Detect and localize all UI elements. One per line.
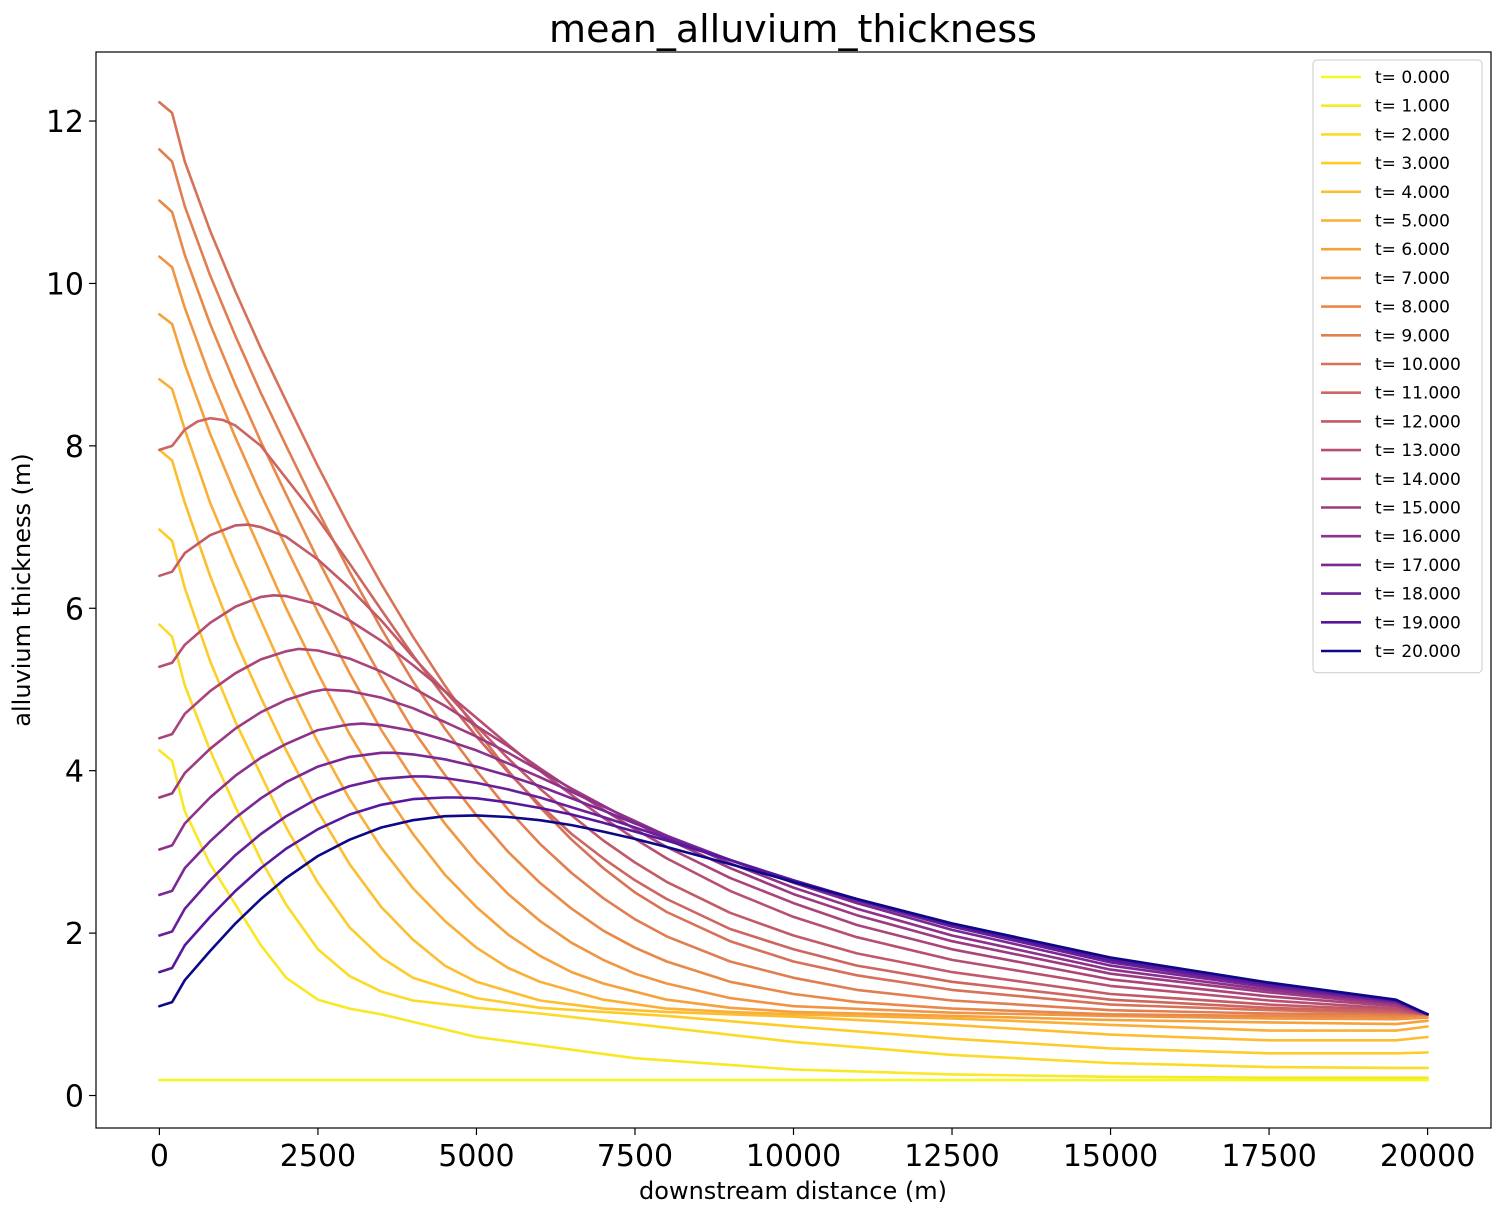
legend-entry-label: t= 20.000 [1375,642,1461,662]
legend-entry-label: t= 16.000 [1375,527,1461,547]
legend-entry-label: t= 9.000 [1375,326,1450,346]
series-line-12 [158,523,1429,1016]
y-axis: 0 2 4 6 8 10 12 [46,105,96,1115]
series-line-16 [158,722,1429,1016]
legend-entry-label: t= 13.000 [1375,441,1461,461]
legend-entry-label: t= 2.000 [1375,125,1450,145]
legend-entry-label: t= 3.000 [1375,154,1450,174]
series-line-4 [158,448,1429,1042]
legend-entry-label: t= 7.000 [1375,269,1450,289]
legend-entry-label: t= 4.000 [1375,183,1450,203]
y-tick-label: 8 [65,430,84,465]
legend-entry-label: t= 14.000 [1375,470,1461,490]
legend: t= 0.000 t= 1.000 t= 2.000 t= 3.000 t= 4.000… [1312,59,1483,674]
x-tick-label: 17500 [1221,1139,1316,1174]
legend-entry-label: t= 11.000 [1375,384,1461,404]
x-axis: 0 2500 5000 7500 10000 12500 15000 17500 20000 [150,1128,1475,1174]
legend-entry-label: t= 17.000 [1375,556,1461,576]
y-axis-title: alluvium thickness (m) [8,453,36,726]
series-line-9 [158,148,1429,1016]
series-line-17 [158,751,1429,1016]
x-tick-label: 0 [150,1139,169,1174]
series-line-18 [158,775,1429,1016]
x-tick-label: 2500 [280,1139,356,1174]
legend-entry-label: t= 1.000 [1375,97,1450,117]
y-tick-label: 2 [65,917,84,952]
x-axis-title: downstream distance (m) [639,1177,947,1205]
x-tick-label: 15000 [1063,1139,1158,1174]
x-tick-label: 12500 [904,1139,999,1174]
series-line-6 [158,312,1429,1026]
legend-entry-label: t= 6.000 [1375,240,1450,260]
legend-entry-label: t= 10.000 [1375,355,1461,375]
series-line-14 [158,647,1429,1016]
series-line-15 [158,688,1429,1016]
legend-entry-label: t= 12.000 [1375,412,1461,432]
series-line-8 [158,199,1429,1019]
series-line-1 [158,749,1429,1079]
legend-box [1312,59,1483,674]
legend-entry-label: t= 8.000 [1375,298,1450,318]
series-line-5 [158,377,1429,1032]
legend-entry-label: t= 5.000 [1375,212,1450,232]
legend-entry-label: t= 0.000 [1375,68,1450,88]
chart-title: mean_alluvium_thickness [549,7,1037,51]
series-line-2 [158,623,1429,1070]
x-tick-label: 5000 [438,1139,514,1174]
x-tick-label: 10000 [746,1139,841,1174]
y-tick-label: 0 [65,1080,84,1115]
series-line-3 [158,528,1429,1055]
legend-entry-label: t= 18.000 [1375,585,1461,605]
legend-entry-label: t= 19.000 [1375,613,1461,633]
y-tick-label: 10 [46,267,84,302]
y-tick-label: 6 [65,592,84,627]
y-tick-label: 4 [65,755,84,790]
series-line-20 [158,814,1429,1016]
x-tick-label: 7500 [597,1139,673,1174]
y-tick-label: 12 [46,105,84,140]
x-tick-label: 20000 [1380,1139,1475,1174]
series-line-13 [158,593,1429,1016]
plot-lines [158,101,1429,1082]
series-line-7 [158,255,1429,1021]
legend-entry-label: t= 15.000 [1375,499,1461,519]
